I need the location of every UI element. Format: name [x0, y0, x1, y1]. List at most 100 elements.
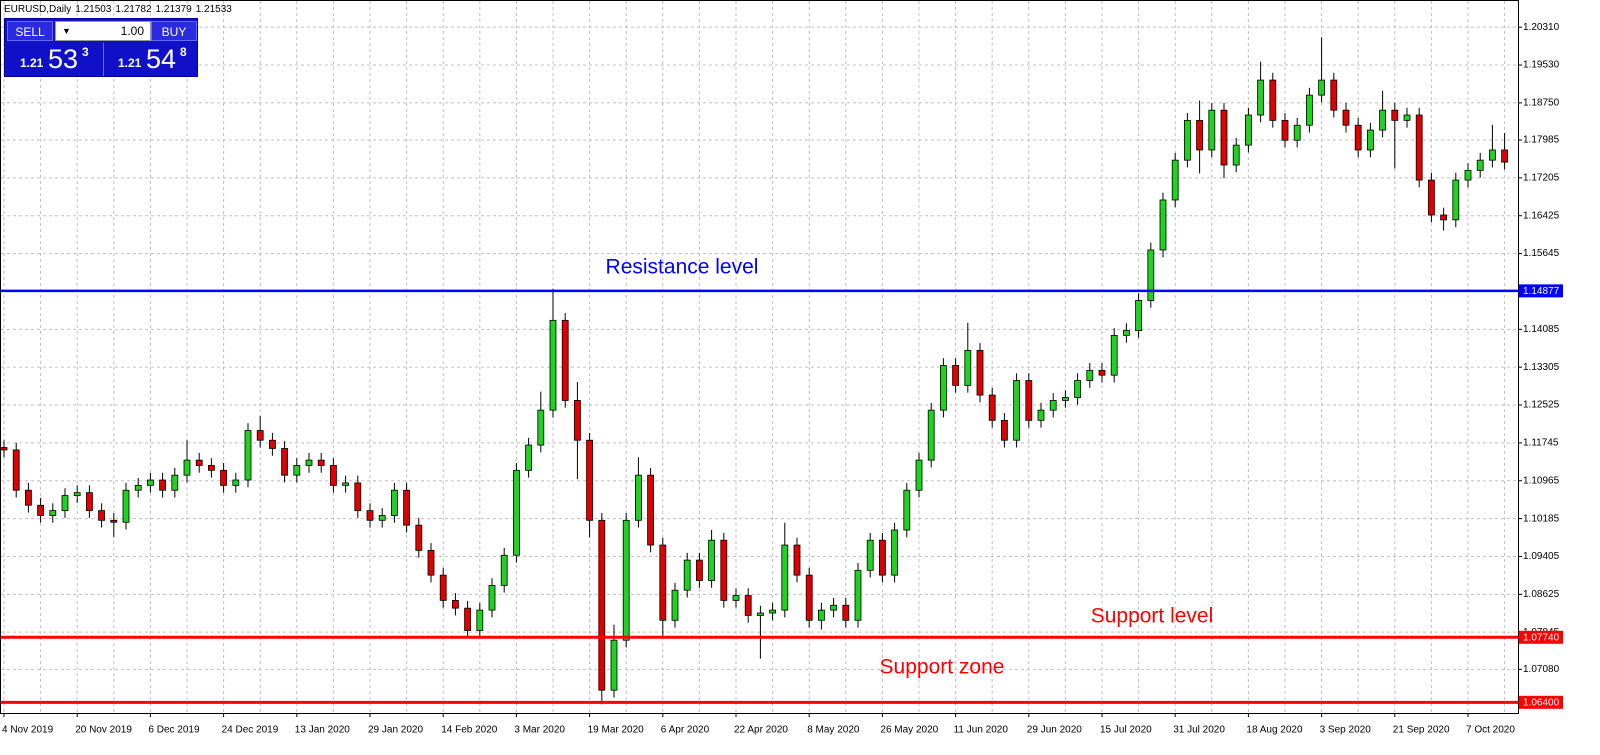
bid-big: 1.21 [20, 56, 44, 70]
y-tick-label: 1.19530 [1523, 60, 1560, 71]
candle-body [49, 510, 57, 516]
candle-body [1293, 124, 1301, 141]
candle-body [549, 319, 557, 411]
candle-body [793, 544, 801, 576]
candle-body [342, 482, 350, 486]
y-tick-label: 1.13305 [1523, 362, 1560, 373]
annotation: Support level [1091, 605, 1214, 628]
candle-body [854, 569, 862, 621]
candle-body [1037, 409, 1045, 421]
candle-body [866, 539, 874, 571]
candle-body [659, 544, 667, 621]
candle-body [708, 539, 715, 581]
candle-body [744, 595, 752, 616]
bid-price[interactable]: 1.21 53 3 [6, 43, 100, 76]
x-tick-label: 18 Aug 2020 [1246, 725, 1303, 736]
candle-body [329, 465, 337, 486]
x-tick-label: 8 May 2020 [807, 725, 860, 736]
candle-body [988, 394, 996, 421]
candle-body [366, 510, 374, 521]
x-tick-label: 20 Nov 2019 [75, 725, 132, 736]
buy-button[interactable]: BUY [151, 21, 197, 41]
candle-body [940, 365, 947, 411]
candle-body [635, 474, 642, 521]
candle-body [879, 539, 886, 576]
volume-value: 1.00 [120, 24, 144, 38]
candle-body [1367, 129, 1374, 151]
candle-body [1379, 109, 1386, 131]
candle-body [818, 609, 825, 621]
ohlc-value: 1.21503 [75, 4, 112, 15]
candle-body [354, 482, 362, 512]
candle-body [927, 409, 935, 461]
candle-body [586, 439, 593, 521]
candle-body [134, 484, 142, 491]
y-tick-label: 1.17205 [1523, 173, 1560, 184]
candle-body [73, 492, 81, 496]
trade-panel: SELL ▼ 1.00 BUY 1.21 53 3 1.21 54 8 [4, 18, 198, 77]
candle-body [1123, 330, 1130, 336]
annotation: Resistance level [606, 256, 759, 279]
candle-body [1171, 159, 1179, 201]
sell-button[interactable]: SELL [7, 21, 53, 41]
y-tick-label: 1.07080 [1523, 664, 1560, 675]
y-tick-label: 1.16425 [1523, 210, 1560, 221]
candle-body [1257, 79, 1264, 116]
candle-body [61, 495, 69, 512]
candle-body [1489, 149, 1496, 161]
ask-big: 1.21 [118, 56, 142, 70]
ask-main: 54 [146, 44, 177, 74]
volume-field[interactable]: ▼ 1.00 [55, 21, 151, 41]
candle-body [720, 539, 728, 601]
candle-body [244, 430, 252, 481]
y-tick-label: 1.10185 [1523, 513, 1560, 524]
candle-body [513, 469, 520, 556]
candle-body [1269, 79, 1277, 121]
candle-body [122, 489, 130, 523]
candle-body [220, 469, 228, 486]
candle-body [976, 350, 984, 396]
price-tag [1519, 630, 1563, 644]
ask-price[interactable]: 1.21 54 8 [103, 43, 198, 76]
candle-body [159, 479, 167, 491]
candle-body [110, 519, 118, 523]
x-tick-label: 13 Jan 2020 [295, 725, 350, 736]
candle-body [537, 409, 545, 446]
candle-body [256, 430, 264, 441]
x-tick-label: 21 Sep 2020 [1393, 725, 1450, 736]
candle-body [146, 479, 154, 486]
x-tick-label: 19 Mar 2020 [588, 725, 645, 736]
x-tick-label: 29 Jun 2020 [1027, 725, 1082, 736]
candle-body [769, 609, 776, 614]
candle-body [439, 574, 447, 601]
y-tick-label: 1.12525 [1523, 400, 1560, 411]
candle-body [403, 489, 411, 526]
x-tick-label: 31 Jul 2020 [1173, 725, 1225, 736]
candle-body [1232, 144, 1240, 166]
bid-main: 53 [48, 44, 79, 74]
candle-body [830, 604, 837, 611]
candle-body [293, 465, 301, 476]
x-tick-label: 3 Mar 2020 [514, 725, 565, 736]
x-tick-label: 6 Dec 2019 [148, 725, 200, 736]
candle-body [903, 489, 911, 531]
y-tick-label: 1.15645 [1523, 248, 1560, 259]
candle-body [183, 459, 191, 476]
candle-body [610, 639, 618, 691]
candle-body [12, 449, 20, 491]
down-arrow[interactable]: ▼ [62, 26, 71, 36]
ohlc-value: 1.21533 [196, 4, 233, 15]
candle-body [1306, 94, 1313, 126]
candle-body [1086, 369, 1094, 381]
x-tick-label: 4 Nov 2019 [2, 725, 54, 736]
x-tick-label: 7 Oct 2020 [1466, 725, 1515, 736]
candle-body [1464, 169, 1472, 181]
candle-body [1318, 79, 1325, 96]
candle-body [696, 559, 703, 581]
candle-body [1196, 119, 1203, 151]
candle-body [195, 459, 203, 466]
x-tick-label: 6 Apr 2020 [661, 725, 710, 736]
ohlc-value: 1.21782 [115, 4, 152, 15]
chart-header: EURUSD,Daily 1.21503 1.21782 1.21379 1.21533 [4, 4, 232, 15]
